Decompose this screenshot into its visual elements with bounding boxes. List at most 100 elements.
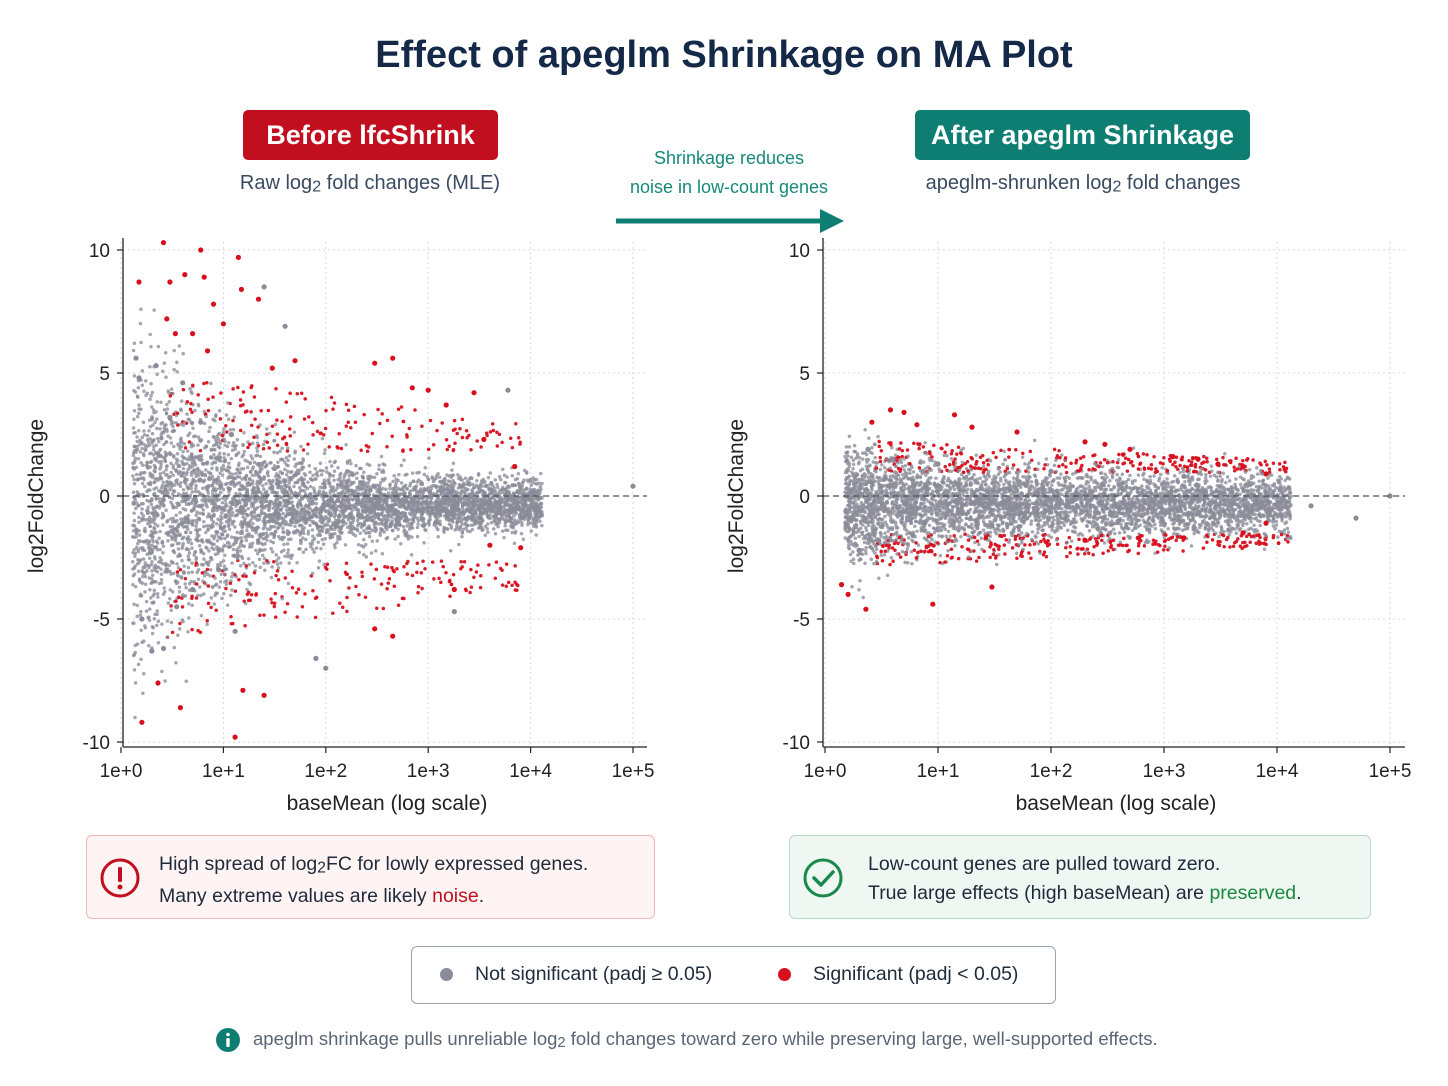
not-significant-point [223, 443, 227, 447]
not-significant-point [261, 442, 266, 447]
not-significant-point [346, 487, 350, 491]
not-significant-point [355, 518, 360, 523]
not-significant-point [286, 458, 290, 463]
significant-point [325, 562, 330, 566]
not-significant-point [377, 517, 382, 522]
not-significant-point [399, 499, 403, 504]
not-significant-point [157, 536, 161, 540]
not-significant-point [398, 503, 402, 507]
not-significant-point [256, 474, 261, 479]
not-significant-point [374, 526, 378, 530]
not-significant-point [159, 475, 163, 480]
not-significant-point [174, 461, 179, 465]
not-significant-point [134, 535, 139, 539]
not-significant-point [231, 441, 236, 445]
not-significant-point [149, 345, 153, 349]
not-significant-point [223, 482, 228, 487]
not-significant-point [520, 523, 524, 528]
not-significant-point [170, 527, 175, 532]
not-significant-point [169, 543, 174, 548]
not-significant-point [133, 498, 138, 502]
significant-point [274, 573, 278, 578]
not-significant-point [156, 640, 161, 645]
not-significant-point [492, 520, 497, 524]
not-significant-point [148, 588, 152, 592]
not-significant-point [477, 503, 481, 507]
not-significant-point [245, 487, 250, 492]
not-significant-point [148, 436, 152, 441]
not-significant-point [469, 475, 473, 480]
not-significant-point [294, 510, 299, 515]
not-significant-point [489, 504, 493, 508]
significant-point [310, 420, 315, 425]
not-significant-point [448, 549, 453, 553]
not-significant-point [473, 499, 477, 504]
significant-point [420, 586, 424, 591]
not-significant-point [519, 500, 524, 505]
not-significant-point [353, 534, 358, 538]
significant-point [283, 610, 287, 614]
not-significant-point [150, 569, 154, 573]
not-significant-point [218, 451, 222, 455]
not-significant-point [223, 536, 227, 541]
not-significant-point [305, 496, 310, 500]
not-significant-point [218, 490, 223, 494]
not-significant-point [224, 502, 228, 506]
not-significant-point [140, 435, 145, 440]
not-significant-point [164, 452, 169, 456]
not-significant-point [229, 535, 234, 539]
not-significant-point [153, 491, 157, 496]
not-significant-point [171, 571, 176, 576]
not-significant-point [362, 523, 367, 527]
not-significant-point [155, 609, 160, 613]
not-significant-point [494, 505, 499, 510]
not-significant-point [201, 508, 205, 512]
not-significant-point [335, 540, 339, 545]
not-significant-point [386, 513, 390, 518]
not-significant-point [384, 487, 388, 492]
not-significant-point [530, 480, 535, 484]
not-significant-point [135, 562, 140, 566]
significant-point [504, 584, 509, 588]
not-significant-point [208, 567, 213, 572]
not-significant-point [364, 555, 369, 559]
not-significant-point [536, 507, 541, 511]
not-significant-point [181, 541, 185, 546]
not-significant-point [161, 513, 166, 518]
not-significant-point [162, 503, 166, 507]
not-significant-point [177, 344, 182, 348]
not-significant-point [421, 516, 426, 521]
not-significant-point [455, 500, 460, 504]
not-significant-point [282, 535, 286, 540]
not-significant-point [509, 516, 514, 520]
not-significant-point [444, 517, 449, 521]
not-significant-point [236, 463, 241, 468]
significant-point [209, 605, 213, 610]
not-significant-point [209, 541, 213, 545]
significant-point [363, 595, 368, 599]
not-significant-point [190, 508, 195, 512]
not-significant-point [458, 500, 463, 504]
not-significant-point [249, 454, 253, 458]
not-significant-point [260, 548, 265, 552]
not-significant-point [452, 516, 456, 521]
not-significant-point [302, 477, 307, 482]
not-significant-point [458, 475, 463, 479]
not-significant-point [219, 572, 223, 576]
not-significant-point [130, 560, 135, 564]
not-significant-point [468, 515, 473, 520]
significant-point [275, 569, 280, 573]
not-significant-point [531, 476, 535, 480]
not-significant-point [210, 509, 215, 513]
not-significant-point [519, 531, 524, 536]
significant-point [374, 567, 379, 572]
not-significant-point [192, 579, 196, 584]
not-significant-point [225, 533, 230, 537]
significant-point [288, 415, 293, 419]
not-significant-point [170, 520, 175, 524]
not-significant-point [209, 448, 214, 452]
not-significant-point [186, 540, 191, 545]
not-significant-point [222, 456, 226, 460]
not-significant-point [212, 479, 216, 483]
not-significant-point [222, 459, 227, 464]
